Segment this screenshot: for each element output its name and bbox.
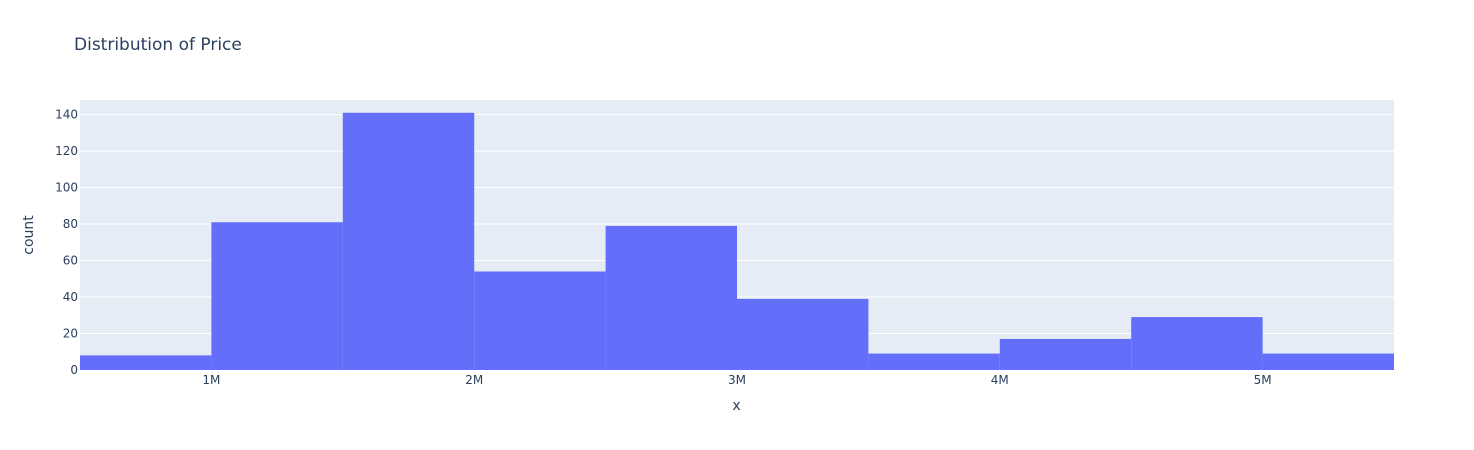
x-tick-label: 2M bbox=[465, 373, 483, 387]
y-tick-label: 40 bbox=[63, 290, 78, 304]
y-axis-ticks: 0 20 40 60 80 100 120 140 bbox=[55, 108, 78, 377]
histogram-bar-9[interactable] bbox=[1131, 317, 1263, 370]
x-tick-label: 1M bbox=[202, 373, 220, 387]
chart-title: Distribution of Price bbox=[74, 35, 242, 55]
y-tick-label: 120 bbox=[55, 144, 78, 158]
x-axis-ticks: 1M 2M 3M 4M 5M bbox=[202, 373, 1271, 387]
histogram-bar-3[interactable] bbox=[342, 112, 475, 371]
histogram-bar-7[interactable] bbox=[868, 353, 1000, 370]
bars bbox=[80, 112, 1394, 371]
histogram-bar-8[interactable] bbox=[999, 338, 1132, 370]
y-tick-label: 80 bbox=[63, 217, 78, 231]
x-tick-label: 4M bbox=[991, 373, 1009, 387]
y-tick-label: 60 bbox=[63, 254, 78, 268]
histogram-bar-6[interactable] bbox=[737, 298, 869, 370]
histogram-bar-2[interactable] bbox=[211, 222, 343, 370]
y-tick-label: 0 bbox=[70, 363, 78, 377]
x-tick-label: 3M bbox=[728, 373, 746, 387]
y-tick-label: 140 bbox=[55, 108, 78, 122]
y-axis-label: count bbox=[21, 215, 37, 255]
histogram-bar-1[interactable] bbox=[80, 355, 212, 370]
y-tick-label: 20 bbox=[63, 327, 78, 341]
histogram-bar-4[interactable] bbox=[474, 271, 606, 370]
x-axis-label: x bbox=[732, 398, 740, 414]
x-tick-label: 5M bbox=[1254, 373, 1272, 387]
histogram-bar-5[interactable] bbox=[605, 225, 737, 370]
y-tick-label: 100 bbox=[55, 181, 78, 195]
histogram-bar-10[interactable] bbox=[1262, 353, 1394, 370]
